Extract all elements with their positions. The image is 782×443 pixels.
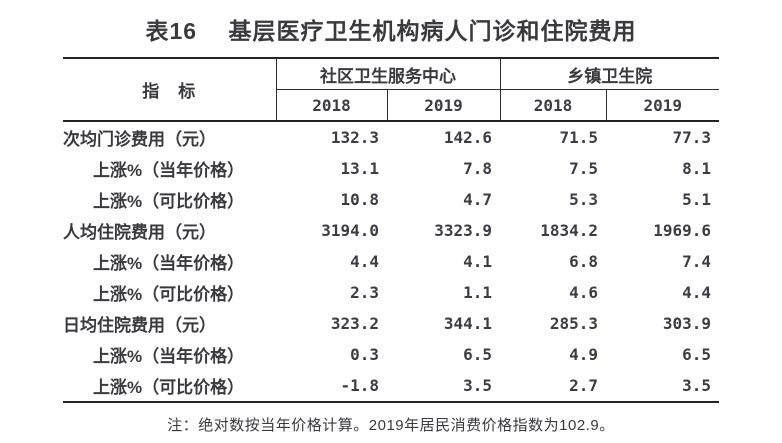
row-label: 上涨%（当年价格） <box>93 161 245 180</box>
cell-community-2018: 0.3 <box>350 345 379 364</box>
cell-township-2018: 7.5 <box>569 159 598 178</box>
row-label: 人均住院费用（元） <box>63 223 216 242</box>
cell-community-2019: 344.1 <box>443 314 492 333</box>
cell-community-2018: 132.3 <box>330 128 379 147</box>
table-row: 上涨%（当年价格） 4.4 4.1 6.8 7.4 <box>63 246 719 277</box>
cell-township-2019: 6.5 <box>682 345 711 364</box>
table-row: 上涨%（可比价格） -1.8 3.5 2.7 3.5 <box>63 370 719 402</box>
cell-community-2019: 3323.9 <box>434 221 492 240</box>
cell-community-2019: 142.6 <box>443 128 492 147</box>
table-row: 次均门诊费用（元） 132.3 142.6 71.5 77.3 <box>63 121 719 153</box>
cell-township-2018: 1834.2 <box>540 221 598 240</box>
col-group-community-health-center: 社区卫生服务中心 <box>276 58 501 90</box>
cell-community-2018: -1.8 <box>340 376 379 395</box>
row-label: 日均住院费用（元） <box>63 316 216 335</box>
row-label: 上涨%（可比价格） <box>93 378 245 397</box>
cell-township-2018: 2.7 <box>569 376 598 395</box>
col-header-township-2018: 2018 <box>500 89 607 122</box>
table-row: 上涨%（当年价格） 0.3 6.5 4.9 6.5 <box>63 339 719 370</box>
cell-community-2018: 10.8 <box>340 190 379 209</box>
table-header: 指 标 社区卫生服务中心 乡镇卫生院 2018 2019 2018 2019 <box>63 58 719 122</box>
cell-township-2019: 1969.6 <box>653 221 711 240</box>
row-label: 上涨%（可比价格） <box>93 285 245 304</box>
cell-township-2018: 4.6 <box>569 283 598 302</box>
col-header-community-2018: 2018 <box>276 89 388 122</box>
cell-community-2019: 1.1 <box>463 283 492 302</box>
cell-community-2018: 4.4 <box>350 252 379 271</box>
cell-township-2018: 4.9 <box>569 345 598 364</box>
cell-township-2019: 303.9 <box>662 314 711 333</box>
row-label: 上涨%（当年价格） <box>93 254 245 273</box>
cell-community-2018: 323.2 <box>330 314 379 333</box>
cell-township-2019: 3.5 <box>682 376 711 395</box>
footnote: 注：绝对数按当年价格计算。2019年居民消费价格指数为102.9。 <box>167 417 615 434</box>
table-body: 次均门诊费用（元） 132.3 142.6 71.5 77.3 上涨%（当年价格… <box>63 121 719 402</box>
table-row: 上涨%（可比价格） 10.8 4.7 5.3 5.1 <box>63 184 719 215</box>
row-label: 上涨%（可比价格） <box>93 192 245 211</box>
cell-community-2019: 4.1 <box>463 252 492 271</box>
table-row: 上涨%（可比价格） 2.3 1.1 4.6 4.4 <box>63 277 719 308</box>
cell-township-2019: 77.3 <box>672 128 711 147</box>
cell-township-2019: 5.1 <box>682 190 711 209</box>
cell-township-2018: 6.8 <box>569 252 598 271</box>
cell-township-2019: 4.4 <box>682 283 711 302</box>
stats-table: 指 标 社区卫生服务中心 乡镇卫生院 2018 2019 2018 2019 次… <box>63 57 719 403</box>
table-row: 上涨%（当年价格） 13.1 7.8 7.5 8.1 <box>63 153 719 184</box>
cell-community-2018: 3194.0 <box>321 221 379 240</box>
table-row: 日均住院费用（元） 323.2 344.1 285.3 303.9 <box>63 308 719 339</box>
cell-community-2018: 13.1 <box>340 159 379 178</box>
table-title: 表16 基层医疗卫生机构病人门诊和住院费用 <box>145 18 637 44</box>
cell-community-2019: 7.8 <box>463 159 492 178</box>
cell-township-2018: 285.3 <box>549 314 598 333</box>
col-group-township-hospital: 乡镇卫生院 <box>500 58 719 90</box>
col-header-community-2019: 2019 <box>387 89 501 122</box>
cell-community-2018: 2.3 <box>350 283 379 302</box>
cell-township-2019: 8.1 <box>682 159 711 178</box>
cell-township-2019: 7.4 <box>682 252 711 271</box>
table-row: 人均住院费用（元） 3194.0 3323.9 1834.2 1969.6 <box>63 215 719 246</box>
cell-community-2019: 4.7 <box>463 190 492 209</box>
cell-township-2018: 71.5 <box>559 128 598 147</box>
row-label: 次均门诊费用（元） <box>63 130 216 149</box>
cell-community-2019: 6.5 <box>463 345 492 364</box>
col-header-township-2019: 2019 <box>606 89 719 122</box>
col-header-indicator: 指 标 <box>63 58 277 122</box>
cell-community-2019: 3.5 <box>463 376 492 395</box>
row-label: 上涨%（当年价格） <box>93 347 245 366</box>
cell-township-2018: 5.3 <box>569 190 598 209</box>
